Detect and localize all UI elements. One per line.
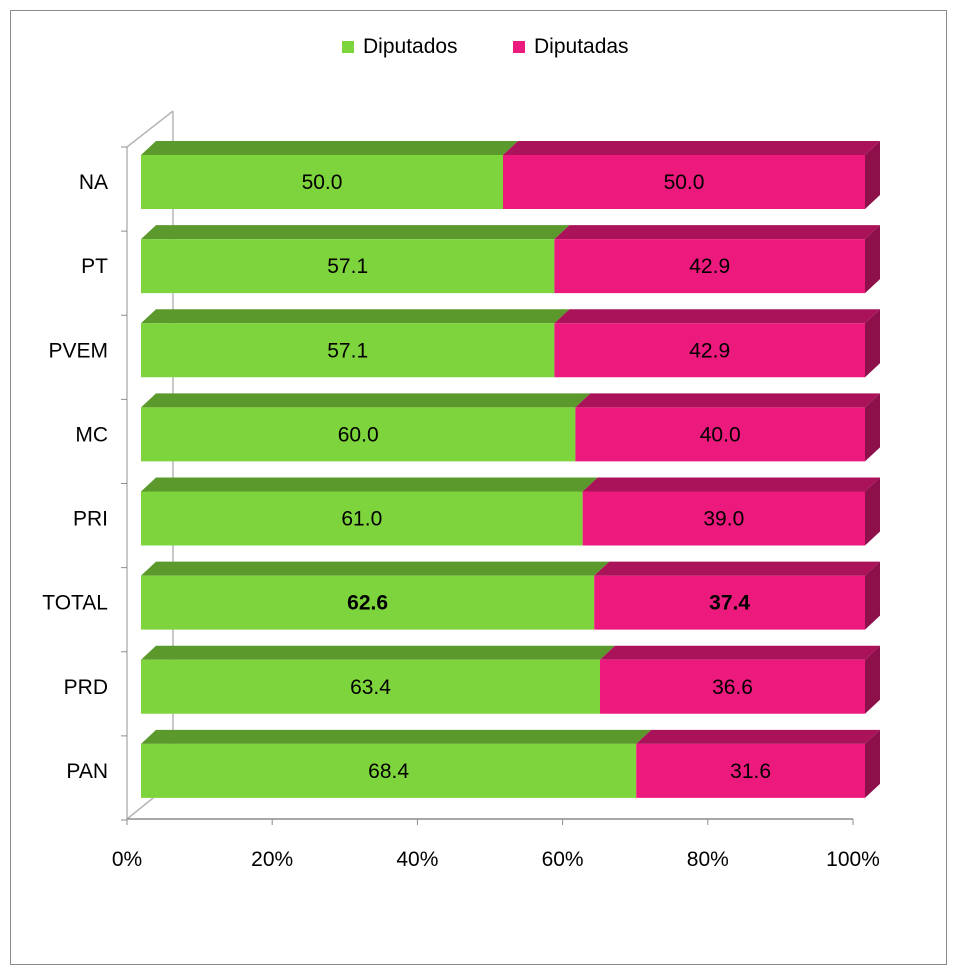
bar-top-diputados-pvem	[141, 309, 570, 324]
data-label-diputadas-mc: 40.0	[700, 423, 741, 446]
category-label-total: TOTAL	[42, 592, 108, 615]
bar-side-diputadas-na	[865, 141, 880, 209]
category-label-prd: PRD	[64, 676, 108, 699]
legend-label-diputadas: Diputadas	[534, 35, 629, 58]
bar-diputadas-mc	[575, 407, 865, 462]
legend-swatch-diputadas	[513, 41, 525, 53]
bar-side-diputadas-pvem	[865, 309, 880, 378]
bar-top-diputados-pan	[141, 729, 652, 744]
bar-diputadas-prd	[600, 659, 865, 714]
bar-diputadas-pt	[554, 239, 865, 294]
x-tick-label: 80%	[687, 848, 729, 871]
bar-top-diputadas-total	[594, 561, 880, 576]
data-label-diputados-prd: 63.4	[350, 676, 391, 699]
bar-top-diputadas-prd	[600, 645, 880, 660]
bar-diputados-pt	[141, 239, 555, 294]
bar-top-diputados-pri	[141, 477, 598, 492]
bar-side-diputadas-pt	[865, 225, 880, 294]
category-label-pan: PAN	[66, 760, 108, 783]
data-label-diputadas-pri: 39.0	[703, 508, 744, 531]
legend-swatch-diputados	[342, 41, 354, 53]
legend-label-diputados: Diputados	[363, 35, 458, 58]
bar-diputadas-pvem	[554, 323, 865, 378]
bar-diputadas-total	[594, 575, 865, 630]
bar-side-diputadas-pri	[865, 477, 880, 546]
legend: Diputados Diputadas	[342, 35, 629, 58]
bar-diputados-total	[141, 575, 595, 630]
bar-diputados-mc	[141, 407, 576, 462]
bar-top-diputados-na	[141, 141, 518, 155]
bar-top-diputadas-pt	[554, 225, 880, 240]
data-label-diputadas-pan: 31.6	[730, 760, 771, 783]
bar-side-diputadas-prd	[865, 645, 880, 714]
bars: NA 50.0 50.0 PT 57.1 42.9 PVEM 57.1 42.9 MC 60.0 40…	[42, 141, 880, 798]
category-label-na: NA	[79, 171, 108, 194]
bar-top-diputadas-pan	[636, 729, 880, 744]
bar-top-diputadas-pvem	[554, 309, 880, 324]
bar-side-diputadas-mc	[865, 393, 880, 462]
data-label-diputadas-prd: 36.6	[712, 676, 753, 699]
x-tick-label: 60%	[542, 848, 584, 871]
data-label-diputados-pvem: 57.1	[327, 339, 368, 362]
x-tick-label: 0%	[112, 848, 142, 871]
category-label-pri: PRI	[73, 508, 108, 531]
bar-top-diputados-prd	[141, 645, 616, 660]
bar-top-diputados-total	[141, 561, 610, 576]
bar-diputadas-na	[503, 155, 865, 209]
data-label-diputados-total: 62.6	[347, 592, 388, 615]
x-tick-label: 100%	[826, 848, 880, 871]
bar-diputados-prd	[141, 659, 601, 714]
category-label-pt: PT	[81, 255, 108, 278]
data-label-diputados-mc: 60.0	[338, 423, 379, 446]
bar-side-diputadas-total	[865, 561, 880, 630]
data-label-diputadas-pt: 42.9	[689, 255, 730, 278]
data-label-diputados-pan: 68.4	[368, 760, 409, 783]
category-label-mc: MC	[75, 423, 108, 446]
bar-diputadas-pri	[582, 491, 865, 546]
data-label-diputados-pri: 61.0	[341, 508, 382, 531]
data-label-diputadas-na: 50.0	[664, 171, 705, 194]
bar-diputadas-pan	[636, 743, 865, 798]
bar-top-diputadas-pri	[582, 477, 880, 492]
bar-diputados-na	[141, 155, 503, 209]
bar-diputados-pri	[141, 491, 583, 546]
bar-top-diputados-mc	[141, 393, 591, 408]
data-label-diputados-pt: 57.1	[327, 255, 368, 278]
x-tick-label: 40%	[396, 848, 438, 871]
data-label-diputadas-total: 37.4	[709, 592, 750, 615]
category-label-pvem: PVEM	[48, 339, 108, 362]
bar-top-diputados-pt	[141, 225, 570, 240]
bar-side-diputadas-pan	[865, 729, 880, 798]
bar-top-diputadas-na	[503, 141, 880, 155]
x-tick-label: 20%	[251, 848, 293, 871]
bar-diputados-pvem	[141, 323, 555, 378]
bar-top-diputadas-mc	[575, 393, 880, 408]
data-label-diputadas-pvem: 42.9	[689, 339, 730, 362]
bar-diputados-pan	[141, 743, 637, 798]
data-label-diputados-na: 50.0	[302, 171, 343, 194]
